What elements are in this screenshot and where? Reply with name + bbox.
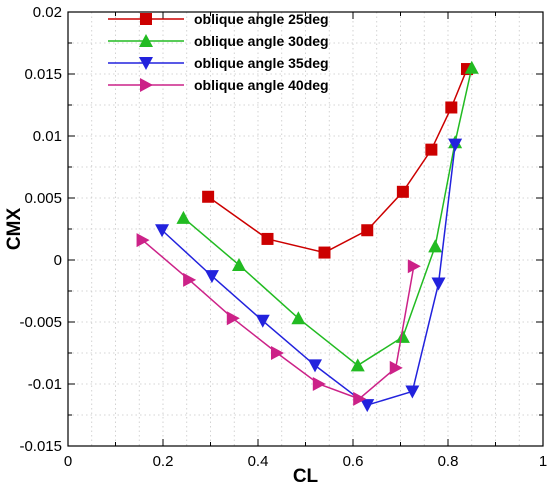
series-line <box>182 67 473 367</box>
legend-label: oblique angle 35deg <box>194 55 329 71</box>
data-point <box>204 270 219 284</box>
y-tick-label: -0.005 <box>19 314 62 331</box>
data-point <box>395 329 410 343</box>
data-point <box>428 239 443 253</box>
legend-entry-4: oblique angle 40deg <box>108 77 329 93</box>
x-tick-label: 0.4 <box>248 453 269 470</box>
y-tick-label: -0.01 <box>28 376 62 393</box>
x-tick-label: 0 <box>64 453 72 470</box>
legend-entry-1: oblique angle 25deg <box>108 11 329 27</box>
legend-label: oblique angle 40deg <box>194 77 329 93</box>
series-4 <box>136 233 421 406</box>
legend-label: oblique angle 30deg <box>194 33 329 49</box>
data-point <box>464 60 479 74</box>
data-point <box>361 224 374 237</box>
data-point <box>136 233 150 248</box>
data-point <box>202 190 215 203</box>
y-tick-label: 0.02 <box>33 4 62 21</box>
data-point <box>353 391 367 406</box>
series-line <box>161 144 456 406</box>
legend-entry-3: oblique angle 35deg <box>108 55 329 71</box>
y-tick-label: 0.005 <box>24 190 62 207</box>
data-point <box>431 277 446 291</box>
data-point <box>155 224 170 238</box>
legend-marker <box>140 13 152 25</box>
data-point <box>425 143 438 156</box>
series-layer <box>136 60 479 413</box>
data-point <box>232 257 246 271</box>
data-point <box>360 399 375 413</box>
x-tick-label: 0.2 <box>153 453 174 470</box>
x-tick-label: 0.8 <box>438 453 459 470</box>
y-tick-label: -0.015 <box>19 438 62 455</box>
legend: oblique angle 25deg oblique angle 30deg ob… <box>108 11 329 93</box>
data-point <box>291 311 306 325</box>
data-point <box>350 358 365 372</box>
legend-marker <box>140 78 153 92</box>
data-point <box>448 138 463 152</box>
data-point <box>389 360 403 375</box>
legend-entry-2: oblique angle 30deg <box>108 33 329 49</box>
x-tick-label: 0.6 <box>343 453 364 470</box>
y-tick-label: 0.01 <box>33 128 62 145</box>
data-point <box>407 259 421 274</box>
data-point <box>176 210 191 224</box>
data-point <box>405 385 420 399</box>
data-point <box>445 101 458 114</box>
data-point <box>318 246 331 259</box>
y-tick-label: 0 <box>54 252 62 269</box>
series-3 <box>155 138 463 413</box>
series-line <box>207 68 468 254</box>
data-point <box>396 185 409 198</box>
y-axis-title: CMX <box>4 208 25 251</box>
x-tick-label: 1 <box>539 453 547 470</box>
y-tick-label: 0.015 <box>24 66 62 83</box>
data-point <box>183 272 197 287</box>
legend-marker <box>139 57 153 70</box>
axes: 0 0.2 0.4 0.6 0.8 1 -0.015 -0.01 -0.005 0 0.005 0.0… <box>19 4 547 470</box>
data-point <box>261 232 274 245</box>
legend-marker <box>139 34 153 47</box>
x-axis-title: CL <box>293 466 319 487</box>
data-point <box>226 311 240 326</box>
data-point <box>271 346 284 360</box>
data-point <box>255 314 270 328</box>
legend-label: oblique angle 25deg <box>194 11 329 27</box>
series-line <box>142 239 415 400</box>
data-point <box>308 359 322 373</box>
data-point <box>312 377 326 391</box>
